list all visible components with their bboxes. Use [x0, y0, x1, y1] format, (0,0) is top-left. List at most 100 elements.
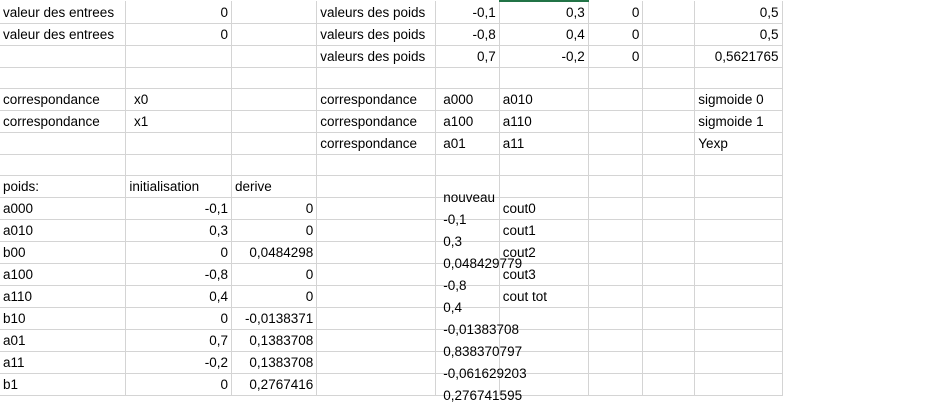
sheet-cell[interactable]: 0,7	[435, 45, 500, 68]
sheet-cell[interactable]	[588, 285, 644, 308]
sheet-cell[interactable]	[231, 132, 318, 155]
sheet-cell[interactable]	[125, 154, 233, 176]
sheet-cell[interactable]	[435, 285, 500, 308]
sheet-cell[interactable]	[694, 329, 783, 352]
sheet-cell[interactable]	[231, 1, 318, 24]
sheet-cell[interactable]: 0,3	[125, 219, 233, 242]
sheet-cell[interactable]: Yexp	[694, 132, 783, 155]
sheet-cell[interactable]	[0, 67, 127, 89]
sheet-cell[interactable]	[499, 67, 589, 89]
sheet-cell[interactable]	[588, 154, 644, 176]
sheet-cell[interactable]: -0,8	[316, 263, 467, 293]
sheet-cell[interactable]	[435, 219, 500, 242]
sheet-cell[interactable]: 0	[588, 23, 644, 46]
sheet-cell[interactable]: nouveau	[316, 175, 495, 205]
sheet-cell[interactable]	[435, 241, 500, 264]
sheet-cell[interactable]: 0,432782	[642, 219, 696, 242]
sheet-cell[interactable]	[435, 154, 500, 176]
sheet-cell[interactable]: 0	[588, 45, 644, 68]
sheet-cell[interactable]: a110	[0, 285, 127, 308]
sheet-cell[interactable]	[0, 132, 127, 155]
sheet-cell[interactable]	[435, 263, 500, 286]
sheet-cell[interactable]: 0	[231, 285, 318, 308]
sheet-cell[interactable]	[125, 132, 233, 155]
sheet-cell[interactable]	[316, 67, 437, 89]
sheet-cell[interactable]: cout3	[499, 263, 589, 286]
sheet-cell[interactable]	[588, 132, 644, 155]
sheet-cell[interactable]	[694, 263, 783, 286]
sheet-cell[interactable]: 0	[125, 373, 233, 396]
sheet-cell[interactable]: cout2	[499, 241, 589, 264]
sheet-cell[interactable]: -0,2	[499, 45, 589, 68]
sheet-cell[interactable]	[435, 110, 500, 133]
sheet-cell[interactable]: 0,0484298	[231, 241, 318, 264]
sheet-cell[interactable]	[231, 67, 318, 89]
sheet-cell[interactable]	[642, 23, 696, 46]
sheet-cell[interactable]: -0,8	[125, 263, 233, 286]
sheet-cell[interactable]	[642, 154, 696, 176]
sheet-cell[interactable]	[435, 88, 500, 111]
sheet-cell[interactable]: poids:	[0, 175, 127, 198]
sheet-cell[interactable]: b00	[0, 241, 127, 264]
sheet-cell[interactable]: 0	[125, 241, 233, 264]
sheet-cell[interactable]	[694, 219, 783, 242]
sheet-cell[interactable]	[435, 329, 500, 352]
sheet-cell[interactable]: 0,1383708	[231, 329, 318, 352]
sheet-cell[interactable]	[231, 154, 318, 176]
sheet-cell[interactable]: valeurs des poids	[316, 45, 437, 68]
sheet-cell[interactable]	[694, 67, 783, 89]
sheet-cell[interactable]: cout tot	[499, 285, 589, 308]
sheet-cell[interactable]: correspondance x0	[0, 88, 148, 111]
sheet-cell[interactable]	[642, 329, 696, 352]
sheet-cell[interactable]	[694, 307, 783, 330]
sheet-cell[interactable]: 0	[231, 219, 318, 242]
sheet-cell[interactable]	[435, 351, 500, 374]
sheet-cell[interactable]: b1	[0, 373, 127, 396]
sheet-cell[interactable]	[435, 307, 500, 330]
sheet-cell[interactable]: 0,5755719	[642, 263, 696, 286]
sheet-cell[interactable]: -0,1	[316, 197, 467, 227]
sheet-cell[interactable]	[0, 45, 127, 68]
sheet-cell[interactable]	[499, 307, 589, 330]
sheet-cell[interactable]: 0,3	[499, 0, 589, 24]
sheet-cell[interactable]	[588, 219, 644, 242]
sheet-cell[interactable]: derive	[231, 175, 318, 198]
sheet-cell[interactable]: a11	[0, 351, 127, 374]
sheet-cell[interactable]	[499, 154, 589, 176]
sheet-cell[interactable]: 0,5	[694, 1, 783, 24]
sheet-cell[interactable]	[588, 351, 644, 374]
sheet-cell[interactable]: cout0	[499, 197, 589, 220]
sheet-cell[interactable]	[694, 175, 783, 198]
sheet-cell[interactable]	[499, 175, 589, 198]
sheet-cell[interactable]	[694, 285, 783, 308]
sheet-cell[interactable]	[0, 154, 127, 176]
sheet-cell[interactable]	[231, 110, 318, 133]
sheet-cell[interactable]: 0,838370797	[316, 329, 522, 359]
sheet-cell[interactable]	[642, 45, 696, 68]
sheet-cell[interactable]	[588, 110, 644, 133]
sheet-cell[interactable]	[231, 45, 318, 68]
sheet-cell[interactable]: -0,1	[125, 197, 233, 220]
sheet-cell[interactable]: b10	[642, 110, 696, 133]
sheet-cell[interactable]: correspondance a100	[316, 110, 473, 133]
sheet-cell[interactable]: 0,1383708	[231, 351, 318, 374]
sheet-cell[interactable]: 0,254854	[642, 285, 696, 308]
sheet-cell[interactable]	[588, 197, 644, 220]
sheet-cell[interactable]: a010	[0, 219, 127, 242]
sheet-cell[interactable]: b10	[0, 307, 127, 330]
sheet-cell[interactable]	[499, 373, 589, 396]
sheet-cell[interactable]: -0,061629203	[316, 351, 527, 381]
sheet-cell[interactable]: correspondance a01	[316, 132, 466, 155]
sheet-cell[interactable]: a100	[0, 263, 127, 286]
sheet-cell[interactable]: -0,8	[435, 23, 500, 46]
sheet-cell[interactable]	[642, 1, 696, 24]
sheet-cell[interactable]: 0	[231, 263, 318, 286]
sheet-cell[interactable]	[316, 154, 437, 176]
sheet-cell[interactable]: 0,4	[499, 23, 589, 46]
sheet-cell[interactable]: 0,7	[125, 329, 233, 352]
sheet-cell[interactable]: valeur des entrees	[0, 1, 127, 24]
sheet-cell[interactable]: 0,276741595	[316, 373, 522, 403]
sheet-cell[interactable]: 0,3	[316, 219, 462, 249]
sheet-cell[interactable]: 0	[125, 1, 233, 24]
sheet-cell[interactable]: sigmoide 0	[694, 88, 783, 111]
